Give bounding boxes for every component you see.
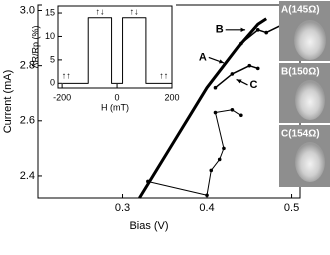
data-line xyxy=(240,23,284,45)
data-point xyxy=(217,157,222,162)
data-point xyxy=(205,193,209,198)
y-tick-label: 5 xyxy=(50,54,55,64)
panel-blob xyxy=(295,142,325,182)
data-point xyxy=(213,110,218,115)
panel-label: A(145Ω) xyxy=(281,5,320,16)
data-point xyxy=(264,30,268,35)
arrow-head xyxy=(218,59,224,64)
y-tick-label: 3.0 xyxy=(20,4,35,16)
x-tick-label: 0.5 xyxy=(284,202,299,214)
annotation: ↑↓ xyxy=(130,6,139,16)
panel-c: C(154Ω) xyxy=(279,125,330,187)
y-axis-label: Current (mA) xyxy=(2,70,14,134)
data-point xyxy=(239,41,243,46)
data-point xyxy=(222,146,226,151)
y-tick-label: 2.6 xyxy=(20,115,35,127)
panel-label: B(150Ω) xyxy=(281,67,320,78)
data-line xyxy=(62,17,172,84)
data-line xyxy=(147,109,242,196)
x-axis-label: Bias (V) xyxy=(129,220,168,232)
x-tick-label: -200 xyxy=(53,92,71,102)
y-tick-label: 15 xyxy=(45,7,55,17)
y-axis-label: ΔR/Rp (%) xyxy=(30,25,40,68)
data-line xyxy=(138,17,268,199)
x-tick-label: 0.3 xyxy=(115,202,130,214)
panel-blob xyxy=(295,80,325,120)
x-tick-label: 0.4 xyxy=(199,202,214,214)
annotation: A xyxy=(199,51,207,63)
y-tick-label: 10 xyxy=(45,31,55,41)
data-point xyxy=(255,28,260,32)
arrow-head xyxy=(236,79,242,84)
y-tick-label: 2.8 xyxy=(20,60,35,72)
data-point xyxy=(255,66,260,71)
panel-a: A(145Ω) xyxy=(279,1,330,61)
charts: 0.3 0.4 0.5 2.4 2.6 2.8 3.0 Bias (V) Current (mA… xyxy=(2,2,301,232)
plot-frame xyxy=(57,5,173,89)
x-tick-label: 0 xyxy=(115,92,120,102)
panel-blob xyxy=(294,20,326,60)
x-axis-label: H (mT) xyxy=(101,102,129,112)
annotation: ↑↓ xyxy=(96,6,105,16)
data-point xyxy=(239,113,243,118)
data-point xyxy=(146,179,150,184)
y-tick-label: 0 xyxy=(50,78,55,88)
main-chart: 0.3 0.4 0.5 2.4 2.6 2.8 3.0 Bias (V) Current (mA… xyxy=(2,4,301,232)
arrow-head xyxy=(240,27,246,32)
y-tick-label: 2.4 xyxy=(20,170,35,182)
annotation: B xyxy=(216,24,224,36)
data-point xyxy=(230,72,235,76)
data-point xyxy=(230,107,235,112)
data-line xyxy=(215,64,258,89)
data-point xyxy=(209,168,214,173)
annotation: ↑↑ xyxy=(62,71,71,81)
inset-background xyxy=(42,2,176,112)
panel-b: B(150Ω) xyxy=(279,63,330,123)
data-point xyxy=(247,63,252,68)
x-tick-label: 200 xyxy=(164,92,179,102)
annotation: C xyxy=(250,79,258,91)
data-point xyxy=(213,85,218,90)
panel-label: C(154Ω) xyxy=(281,129,320,140)
annotation: ↑↑ xyxy=(159,71,168,81)
inset-chart: -200 0 200 0 5 10 15 H (mT) ΔR/Rp (%) ↑↑ ↑↓ ↑↓ ↑↑ xyxy=(30,2,180,112)
